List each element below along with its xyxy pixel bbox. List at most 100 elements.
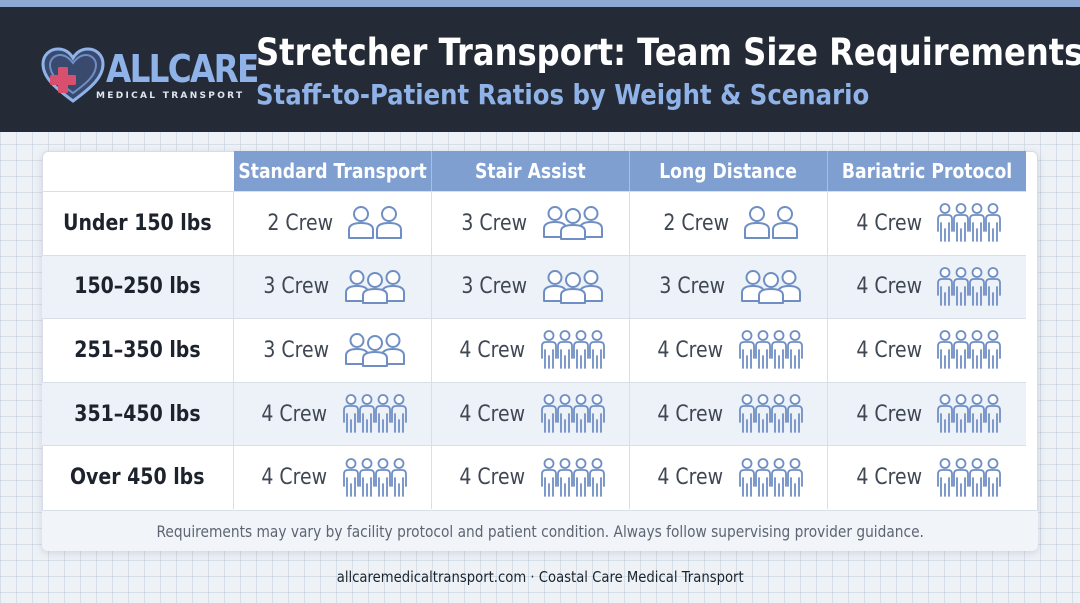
three-people-icon-graphic <box>542 206 603 241</box>
table-cell: 4 Crew <box>630 382 828 446</box>
table-cell: 4 Crew <box>432 446 630 509</box>
four-people-icon-graphic <box>540 457 605 497</box>
four-people-icon <box>539 457 607 498</box>
crew-count: 3 Crew <box>263 274 330 300</box>
three-people-icon <box>343 269 407 305</box>
crew-count: 4 Crew <box>856 401 922 427</box>
four-people-icon <box>341 394 409 434</box>
table-cell: 4 Crew <box>432 382 630 446</box>
table-row: 251–350 lbs 3 Crew 4 Crew 4 Crew 4 Crew <box>42 318 1026 382</box>
table-cell: 4 Crew <box>828 192 1026 255</box>
crew-count: 4 Crew <box>657 337 724 363</box>
four-people-icon <box>935 330 1003 370</box>
table-cell: 3 Crew <box>234 255 432 319</box>
four-people-icon-graphic <box>937 330 1002 370</box>
four-people-icon-graphic <box>937 266 1002 306</box>
brand-logo: ALLCARE MEDICAL TRANSPORT <box>40 45 259 107</box>
crew-count: 4 Crew <box>657 465 724 491</box>
table-cell: 4 Crew <box>234 382 432 446</box>
three-people-icon <box>541 269 605 305</box>
four-people-icon-graphic <box>540 394 605 433</box>
crew-count: 2 Crew <box>267 210 334 236</box>
four-people-icon-graphic <box>937 394 1002 433</box>
table-cell: 4 Crew <box>432 319 630 382</box>
three-people-icon-graphic <box>740 269 801 304</box>
table-cell: 4 Crew <box>630 319 828 382</box>
table-cell: 4 Crew <box>828 256 1026 319</box>
crew-count: 4 Crew <box>261 465 328 491</box>
disclaimer-note: Requirements may vary by facility protoc… <box>156 521 924 541</box>
four-people-icon <box>737 394 805 434</box>
four-people-icon <box>737 457 805 498</box>
four-people-icon <box>935 266 1003 307</box>
three-people-icon-graphic <box>344 269 405 304</box>
disclaimer-row: Requirements may vary by facility protoc… <box>42 510 1038 551</box>
two-people-icon <box>743 205 799 241</box>
four-people-icon-graphic <box>937 457 1002 497</box>
crew-count: 4 Crew <box>657 401 724 427</box>
table-cell: 3 Crew <box>432 192 630 255</box>
four-people-icon <box>935 394 1003 434</box>
crew-count: 4 Crew <box>459 401 526 427</box>
column-header-stair-assist: Stair Assist <box>432 151 630 191</box>
four-people-icon <box>935 457 1003 498</box>
crew-count: 4 Crew <box>856 465 922 491</box>
crew-count: 3 Crew <box>461 274 528 300</box>
row-label: 251–350 lbs <box>42 319 234 382</box>
four-people-icon-graphic <box>342 394 407 433</box>
four-people-icon-graphic <box>937 203 1002 243</box>
two-people-icon-graphic <box>743 206 798 240</box>
four-people-icon <box>935 203 1003 243</box>
crew-count: 4 Crew <box>856 337 922 363</box>
four-people-icon <box>341 457 409 498</box>
crew-count: 4 Crew <box>856 210 922 236</box>
row-label: Over 450 lbs <box>42 446 234 509</box>
table-cell: 2 Crew <box>630 192 828 255</box>
crew-count: 3 Crew <box>659 274 726 300</box>
table-cell: 4 Crew <box>234 446 432 509</box>
two-people-icon-graphic <box>347 206 402 240</box>
crew-table: Under 150 lbs 2 Crew 3 Crew 2 Crew 4 Cre… <box>42 191 1026 509</box>
page-title: Stretcher Transport: Team Size Requireme… <box>256 31 1080 74</box>
table-cell: 2 Crew <box>234 192 432 255</box>
four-people-icon-graphic <box>738 394 803 433</box>
four-people-icon <box>737 330 805 370</box>
header-banner: ALLCARE MEDICAL TRANSPORT Stretcher Tran… <box>0 7 1080 132</box>
four-people-icon-graphic <box>738 457 803 497</box>
crew-count: 4 Crew <box>459 337 526 363</box>
crew-count: 4 Crew <box>459 465 526 491</box>
column-header-long-distance: Long Distance <box>630 151 828 191</box>
three-people-icon-graphic <box>542 269 603 304</box>
three-people-icon-graphic <box>344 333 405 368</box>
row-label: 351–450 lbs <box>42 382 234 446</box>
three-people-icon <box>739 269 803 305</box>
crew-count: 4 Crew <box>261 401 328 427</box>
table-cell: 4 Crew <box>828 383 1026 446</box>
two-people-icon <box>347 205 403 241</box>
crew-count: 4 Crew <box>856 274 922 300</box>
table-cell: 3 Crew <box>432 255 630 319</box>
table-row: 351–450 lbs 4 Crew 4 Crew 4 Crew 4 Crew <box>42 381 1026 446</box>
four-people-icon-graphic <box>342 457 407 497</box>
row-label: Under 150 lbs <box>42 192 234 255</box>
four-people-icon-graphic <box>738 330 803 370</box>
table-row: 150–250 lbs 3 Crew 3 Crew 3 Crew 4 Crew <box>42 254 1026 319</box>
row-label: 150–250 lbs <box>42 255 234 319</box>
logo-tagline: MEDICAL TRANSPORT <box>96 91 245 101</box>
three-people-icon <box>541 205 605 241</box>
column-header-standard-transport: Standard Transport <box>234 151 432 191</box>
four-people-icon-graphic <box>540 330 605 370</box>
table-row: Under 150 lbs 2 Crew 3 Crew 2 Crew 4 Cre… <box>42 191 1026 255</box>
column-header-bariatric-protocol: Bariatric Protocol <box>828 151 1026 191</box>
footer-text: allcaremedicaltransport.com · Coastal Ca… <box>336 568 744 586</box>
table-row: Over 450 lbs 4 Crew 4 Crew 4 Crew 4 Crew <box>42 445 1026 509</box>
crew-count: 3 Crew <box>461 210 528 236</box>
page-subtitle: Staff-to-Patient Ratios by Weight & Scen… <box>256 78 870 111</box>
table-cell: 4 Crew <box>828 446 1026 509</box>
heart-cross-icon <box>41 47 105 103</box>
table-cell: 3 Crew <box>234 319 432 382</box>
top-accent-strip <box>0 0 1080 7</box>
table-cell: 3 Crew <box>630 255 828 319</box>
three-people-icon <box>343 332 407 368</box>
table-card <box>42 151 1038 551</box>
